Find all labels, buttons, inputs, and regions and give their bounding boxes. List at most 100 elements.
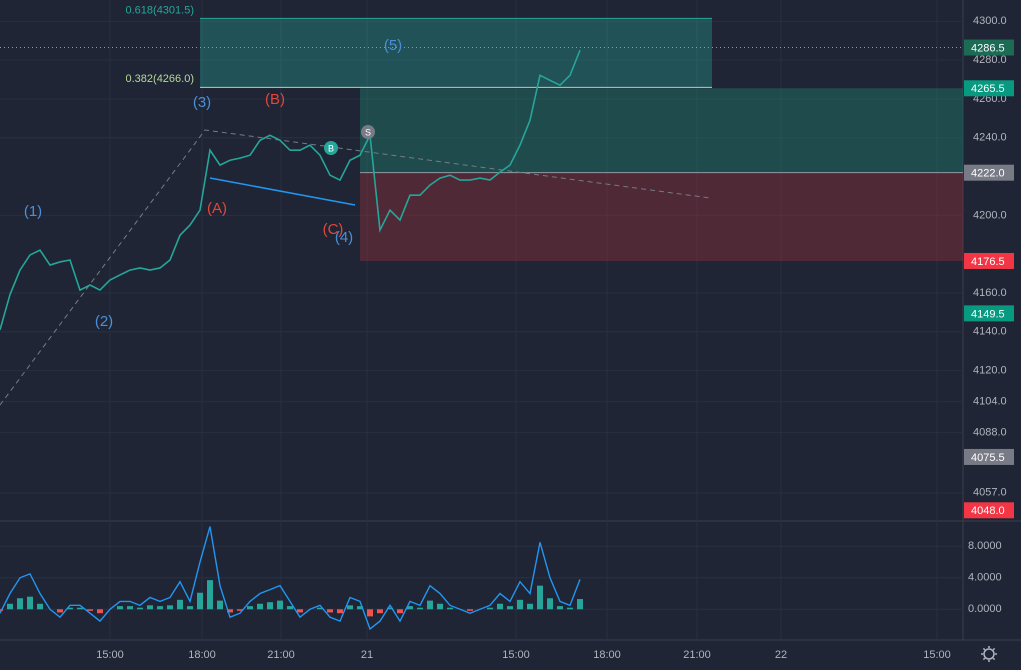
x-tick-label: 15:00 bbox=[96, 649, 124, 661]
x-tick-label: 21:00 bbox=[683, 649, 711, 661]
histogram-bar bbox=[487, 607, 493, 610]
histogram-bar bbox=[397, 609, 403, 614]
histogram-bar bbox=[177, 599, 183, 610]
trade-marker bbox=[324, 141, 338, 155]
fib-label: 0.382(4266.0) bbox=[126, 73, 195, 85]
price-tag-label: 4222.0 bbox=[971, 168, 1005, 180]
settings-icon-teeth bbox=[981, 646, 997, 662]
histogram-bar bbox=[57, 609, 63, 613]
histogram-bar bbox=[127, 606, 133, 610]
histogram-bar bbox=[367, 609, 373, 617]
loss-zone bbox=[360, 172, 963, 261]
price-tag-label: 4176.5 bbox=[971, 256, 1005, 268]
indicator-tick-label: 8.0000 bbox=[968, 540, 1002, 552]
indicator-line bbox=[0, 526, 581, 631]
histogram-bar bbox=[97, 609, 103, 614]
y-tick-label: 4104.0 bbox=[973, 396, 1007, 408]
y-tick-label: 4240.0 bbox=[973, 132, 1007, 144]
histogram-bar bbox=[247, 606, 253, 610]
histogram-bar bbox=[67, 607, 73, 610]
histogram-bar bbox=[537, 585, 543, 610]
wedge-line bbox=[209, 177, 356, 206]
wave-label: (A) bbox=[207, 200, 227, 217]
histogram-bar bbox=[117, 606, 123, 610]
histogram-bar bbox=[17, 598, 23, 610]
histogram-bar bbox=[227, 609, 233, 613]
histogram-bar bbox=[467, 609, 473, 611]
x-tick-label: 18:00 bbox=[593, 649, 621, 661]
histogram-bar bbox=[517, 599, 523, 610]
price-tag bbox=[964, 39, 1014, 56]
histogram-bar bbox=[27, 596, 33, 610]
histogram-bar bbox=[377, 609, 383, 614]
y-tick-label: 4280.0 bbox=[973, 54, 1007, 66]
histogram-bar bbox=[217, 600, 223, 610]
y-tick-label: 4300.0 bbox=[973, 15, 1007, 27]
profit-zone bbox=[360, 88, 963, 173]
histogram-bar bbox=[277, 600, 283, 610]
histogram-bar bbox=[417, 607, 423, 610]
x-tick-label: 21:00 bbox=[267, 649, 295, 661]
histogram-bar bbox=[37, 603, 43, 610]
price-tag-label: 4149.5 bbox=[971, 308, 1005, 320]
histogram-bar bbox=[77, 607, 83, 610]
histogram-bar bbox=[287, 606, 293, 610]
y-tick-label: 4088.0 bbox=[973, 427, 1007, 439]
price-tag bbox=[964, 80, 1014, 97]
price-tag bbox=[964, 448, 1014, 465]
y-tick-label: 4200.0 bbox=[973, 209, 1007, 221]
histogram-bar bbox=[577, 599, 583, 610]
price-tag-label: 4075.5 bbox=[971, 452, 1005, 464]
histogram-bar bbox=[197, 592, 203, 610]
trade-marker-label: B bbox=[328, 143, 334, 153]
settings-icon-ring bbox=[983, 648, 995, 660]
histogram-bar bbox=[137, 607, 143, 610]
histogram-bar bbox=[317, 607, 323, 610]
histogram-bar bbox=[7, 603, 13, 610]
wave-label: (B) bbox=[265, 91, 285, 108]
histogram-bar bbox=[357, 606, 363, 610]
histogram-bar bbox=[527, 603, 533, 610]
wave-label: (4) bbox=[335, 229, 353, 246]
histogram-bar bbox=[427, 600, 433, 610]
histogram-bar bbox=[167, 605, 173, 610]
price-tag bbox=[964, 164, 1014, 181]
histogram-bar bbox=[567, 607, 573, 610]
histogram-bar bbox=[187, 606, 193, 610]
histogram-bar bbox=[147, 605, 153, 610]
y-tick-label: 4057.0 bbox=[973, 487, 1007, 499]
wave-label: (5) bbox=[384, 37, 402, 54]
wave-label: (C) bbox=[323, 221, 344, 238]
histogram-bar bbox=[407, 606, 413, 610]
x-tick-label: 22 bbox=[775, 649, 787, 661]
wave-label: (3) bbox=[193, 94, 211, 111]
settings-icon[interactable] bbox=[981, 646, 997, 662]
histogram-bar bbox=[87, 609, 93, 611]
y-tick-label: 4140.0 bbox=[973, 326, 1007, 338]
histogram-bar bbox=[237, 609, 243, 611]
trade-marker-label: S bbox=[365, 127, 371, 137]
histogram-bar bbox=[557, 606, 563, 610]
x-tick-label: 18:00 bbox=[188, 649, 216, 661]
histogram-bar bbox=[387, 607, 393, 610]
price-tag-label: 4048.0 bbox=[971, 505, 1005, 517]
histogram-bar bbox=[497, 603, 503, 610]
wave-label: (1) bbox=[24, 203, 42, 220]
price-tag bbox=[964, 502, 1014, 519]
histogram-bar bbox=[327, 609, 333, 613]
wave-trend-line bbox=[0, 129, 711, 406]
histogram-bar bbox=[447, 607, 453, 610]
histogram-bar bbox=[267, 602, 273, 610]
y-tick-label: 4120.0 bbox=[973, 365, 1007, 377]
x-tick-label: 21 bbox=[361, 649, 373, 661]
price-tag-label: 4286.5 bbox=[971, 42, 1005, 54]
histogram-bar bbox=[337, 609, 343, 614]
indicator-tick-label: 4.0000 bbox=[968, 572, 1002, 584]
price-line bbox=[0, 49, 581, 331]
indicator-tick-label: 0.0000 bbox=[968, 603, 1002, 615]
wave-label: (2) bbox=[95, 313, 113, 330]
price-tag bbox=[964, 252, 1014, 269]
